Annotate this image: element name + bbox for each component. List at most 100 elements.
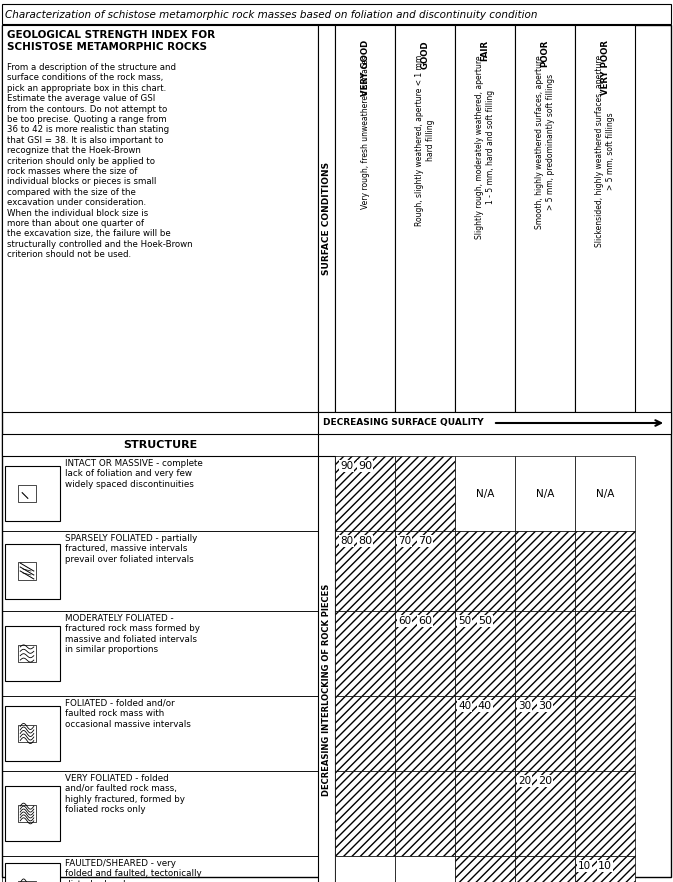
Bar (5, 466, 60, 521)
Bar (455, 856, 515, 882)
Bar (335, 25, 395, 412)
Text: 20: 20 (518, 776, 531, 786)
Text: Very rough, fresh unweathered surfaces: Very rough, fresh unweathered surfaces (361, 55, 369, 209)
Bar (318, 412, 671, 434)
Text: 80: 80 (358, 536, 372, 546)
Bar (2, 771, 318, 856)
Bar (335, 611, 395, 696)
Bar (455, 771, 515, 856)
Text: 70: 70 (398, 536, 411, 546)
Text: VERY GOOD: VERY GOOD (361, 40, 369, 96)
Text: 10: 10 (578, 861, 591, 871)
Text: VERY FOLIATED - folded
and/or faulted rock mass,
highly fractured, formed by
fol: VERY FOLIATED - folded and/or faulted ro… (65, 774, 185, 814)
Bar (18, 725, 36, 743)
Bar (335, 531, 395, 611)
Text: FAULTED/SHEARED - very
folded and faulted, tectonically
disturbed rock mass: FAULTED/SHEARED - very folded and faulte… (65, 859, 202, 882)
Bar (575, 696, 635, 771)
Text: POOR: POOR (540, 40, 549, 67)
Bar (575, 531, 635, 611)
Bar (575, 25, 635, 412)
Text: 90: 90 (340, 461, 353, 471)
Text: 30: 30 (518, 701, 531, 711)
Bar (395, 456, 455, 531)
Bar (395, 771, 455, 856)
Text: N/A: N/A (596, 489, 614, 498)
Bar (2, 531, 318, 611)
Bar (2, 456, 318, 531)
Bar (455, 25, 515, 412)
Text: VERY POOR: VERY POOR (600, 40, 610, 95)
Bar (335, 771, 395, 856)
Text: 10: 10 (598, 861, 612, 871)
Bar (2, 434, 318, 456)
Bar (335, 696, 395, 771)
Text: MODERATELY FOLIATED -
fractured rock mass formed by
massive and foliated interva: MODERATELY FOLIATED - fractured rock mas… (65, 614, 200, 654)
Text: From a description of the structure and
surface conditions of the rock mass,
pic: From a description of the structure and … (7, 63, 192, 259)
Bar (5, 706, 60, 761)
Text: 70: 70 (418, 536, 432, 546)
Bar (2, 611, 318, 696)
Text: STRUCTURE: STRUCTURE (123, 440, 197, 450)
Text: 40: 40 (478, 701, 492, 711)
Text: 40: 40 (458, 701, 471, 711)
Bar (575, 611, 635, 696)
Bar (575, 856, 635, 882)
Text: Characterization of schistose metamorphic rock masses based on foliation and dis: Characterization of schistose metamorphi… (5, 10, 538, 20)
Bar (515, 531, 575, 611)
Text: Slightly rough, moderately weathered, aperture
1 - 5 mm, hard and soft filling: Slightly rough, moderately weathered, ap… (475, 55, 495, 239)
Bar (455, 611, 515, 696)
Bar (515, 456, 575, 531)
Bar (515, 611, 575, 696)
Bar (335, 856, 395, 882)
Text: 60: 60 (418, 616, 432, 626)
Text: SPARSELY FOLIATED - partially
fractured, massive intervals
prevail over foliated: SPARSELY FOLIATED - partially fractured,… (65, 534, 197, 564)
Text: N/A: N/A (476, 489, 494, 498)
Bar (395, 25, 455, 412)
Text: Rough, slightly weathered, aperture < 1 mm
hard filling: Rough, slightly weathered, aperture < 1 … (415, 55, 435, 227)
Bar (2, 4, 671, 24)
Bar (395, 856, 455, 882)
Text: DECREASING SURFACE QUALITY: DECREASING SURFACE QUALITY (323, 418, 484, 428)
Bar (18, 804, 36, 822)
Bar (5, 863, 60, 882)
Text: 20: 20 (538, 776, 552, 786)
Bar (515, 856, 575, 882)
Bar (318, 25, 335, 412)
Bar (5, 626, 60, 681)
Text: FAIR: FAIR (481, 40, 489, 61)
Bar (395, 611, 455, 696)
Bar (2, 25, 318, 412)
Bar (575, 771, 635, 856)
Text: Slickensided, highly weathered surfaces, aperture
> 5 mm, soft fillings: Slickensided, highly weathered surfaces,… (596, 55, 614, 247)
Bar (18, 645, 36, 662)
Bar (335, 456, 395, 531)
Bar (5, 543, 60, 599)
Text: SURFACE CONDITIONS: SURFACE CONDITIONS (322, 162, 331, 275)
Text: 60: 60 (398, 616, 411, 626)
Text: FOLIATED - folded and/or
faulted rock mass with
occasional massive intervals: FOLIATED - folded and/or faulted rock ma… (65, 699, 191, 729)
Bar (455, 531, 515, 611)
Text: DECREASING INTERLOCKING OF ROCK PIECES: DECREASING INTERLOCKING OF ROCK PIECES (322, 584, 331, 796)
Bar (5, 786, 60, 841)
Bar (515, 771, 575, 856)
Text: 80: 80 (340, 536, 353, 546)
Bar (18, 485, 36, 503)
Bar (455, 456, 515, 531)
Text: N/A: N/A (536, 489, 554, 498)
Text: INTACT OR MASSIVE - complete
lack of foliation and very few
widely spaced discon: INTACT OR MASSIVE - complete lack of fol… (65, 459, 203, 489)
Bar (2, 856, 318, 882)
Text: 50: 50 (478, 616, 492, 626)
Bar (575, 456, 635, 531)
Bar (515, 696, 575, 771)
Bar (395, 696, 455, 771)
Text: 90: 90 (358, 461, 372, 471)
Text: Smooth, highly weathered surfaces, aperture
> 5 mm, predominantly soft fillings: Smooth, highly weathered surfaces, apert… (535, 55, 555, 228)
Bar (18, 562, 36, 579)
Bar (455, 696, 515, 771)
Bar (395, 531, 455, 611)
Text: 30: 30 (538, 701, 552, 711)
Bar (318, 456, 335, 882)
Bar (515, 25, 575, 412)
Text: GEOLOGICAL STRENGTH INDEX FOR
SCHISTOSE METAMORPHIC ROCKS: GEOLOGICAL STRENGTH INDEX FOR SCHISTOSE … (7, 30, 215, 52)
Text: GOOD: GOOD (421, 40, 429, 69)
